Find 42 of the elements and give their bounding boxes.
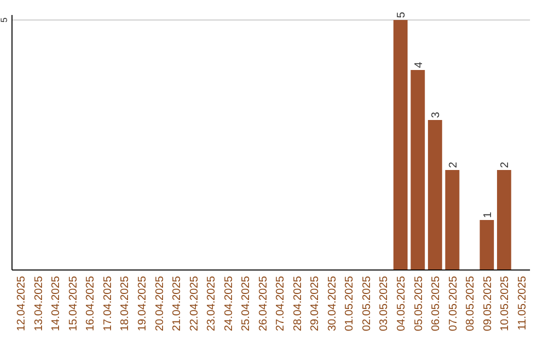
x-tick-label: 24.04.2025 — [222, 276, 235, 332]
x-tick-label: 20.04.2025 — [154, 276, 166, 332]
bar — [428, 120, 442, 270]
bar — [393, 20, 408, 270]
bar — [445, 170, 460, 270]
bar — [497, 170, 512, 270]
x-tick-label: 25.04.2025 — [240, 276, 252, 332]
x-tick-label: 07.05.2025 — [447, 276, 460, 332]
x-tick-label: 28.04.2025 — [292, 276, 304, 332]
bar — [480, 220, 494, 270]
x-tick-label: 04.05.2025 — [396, 276, 408, 332]
x-tick-label: 10.05.2025 — [499, 276, 512, 332]
x-tick-label: 14.04.2025 — [50, 276, 62, 332]
x-tick-label: 15.04.2025 — [67, 276, 80, 332]
x-tick-label: 21.04.2025 — [171, 276, 184, 332]
x-tick-label: 13.04.2025 — [32, 276, 45, 332]
x-tick-label: 27.04.2025 — [274, 276, 287, 332]
x-tick-label: 22.04.2025 — [188, 276, 200, 332]
data-label: 4 — [412, 62, 425, 68]
x-tick-label: 09.05.2025 — [482, 276, 494, 332]
x-tick-label: 05.05.2025 — [412, 276, 425, 332]
x-tick-label: 06.05.2025 — [430, 276, 442, 332]
x-tick-label: 18.04.2025 — [119, 276, 132, 332]
x-tick-label: 29.04.2025 — [309, 276, 322, 332]
x-tick-label: 26.04.2025 — [257, 276, 270, 332]
x-tick-label: 03.05.2025 — [378, 276, 390, 332]
x-tick-label: 11.05.2025 — [516, 276, 528, 330]
data-label: 2 — [447, 162, 460, 168]
data-label: 2 — [499, 162, 512, 168]
x-tick-label: 17.04.2025 — [102, 276, 114, 332]
x-tick-label: 30.04.2025 — [326, 276, 338, 332]
data-label: 1 — [482, 212, 494, 218]
x-tick-label: 02.05.2025 — [360, 276, 373, 332]
x-tick-label: 19.04.2025 — [136, 276, 148, 332]
x-tick-label: 16.04.2025 — [84, 276, 97, 332]
x-tick-label: 01.05.2025 — [344, 276, 356, 332]
x-tick-label: 12.04.2025 — [16, 276, 28, 332]
data-label: 3 — [430, 112, 442, 118]
x-tick-label: 23.04.2025 — [206, 276, 218, 332]
data-label: 5 — [396, 12, 408, 18]
x-tick-label: 08.05.2025 — [464, 276, 477, 332]
bar — [410, 70, 425, 270]
